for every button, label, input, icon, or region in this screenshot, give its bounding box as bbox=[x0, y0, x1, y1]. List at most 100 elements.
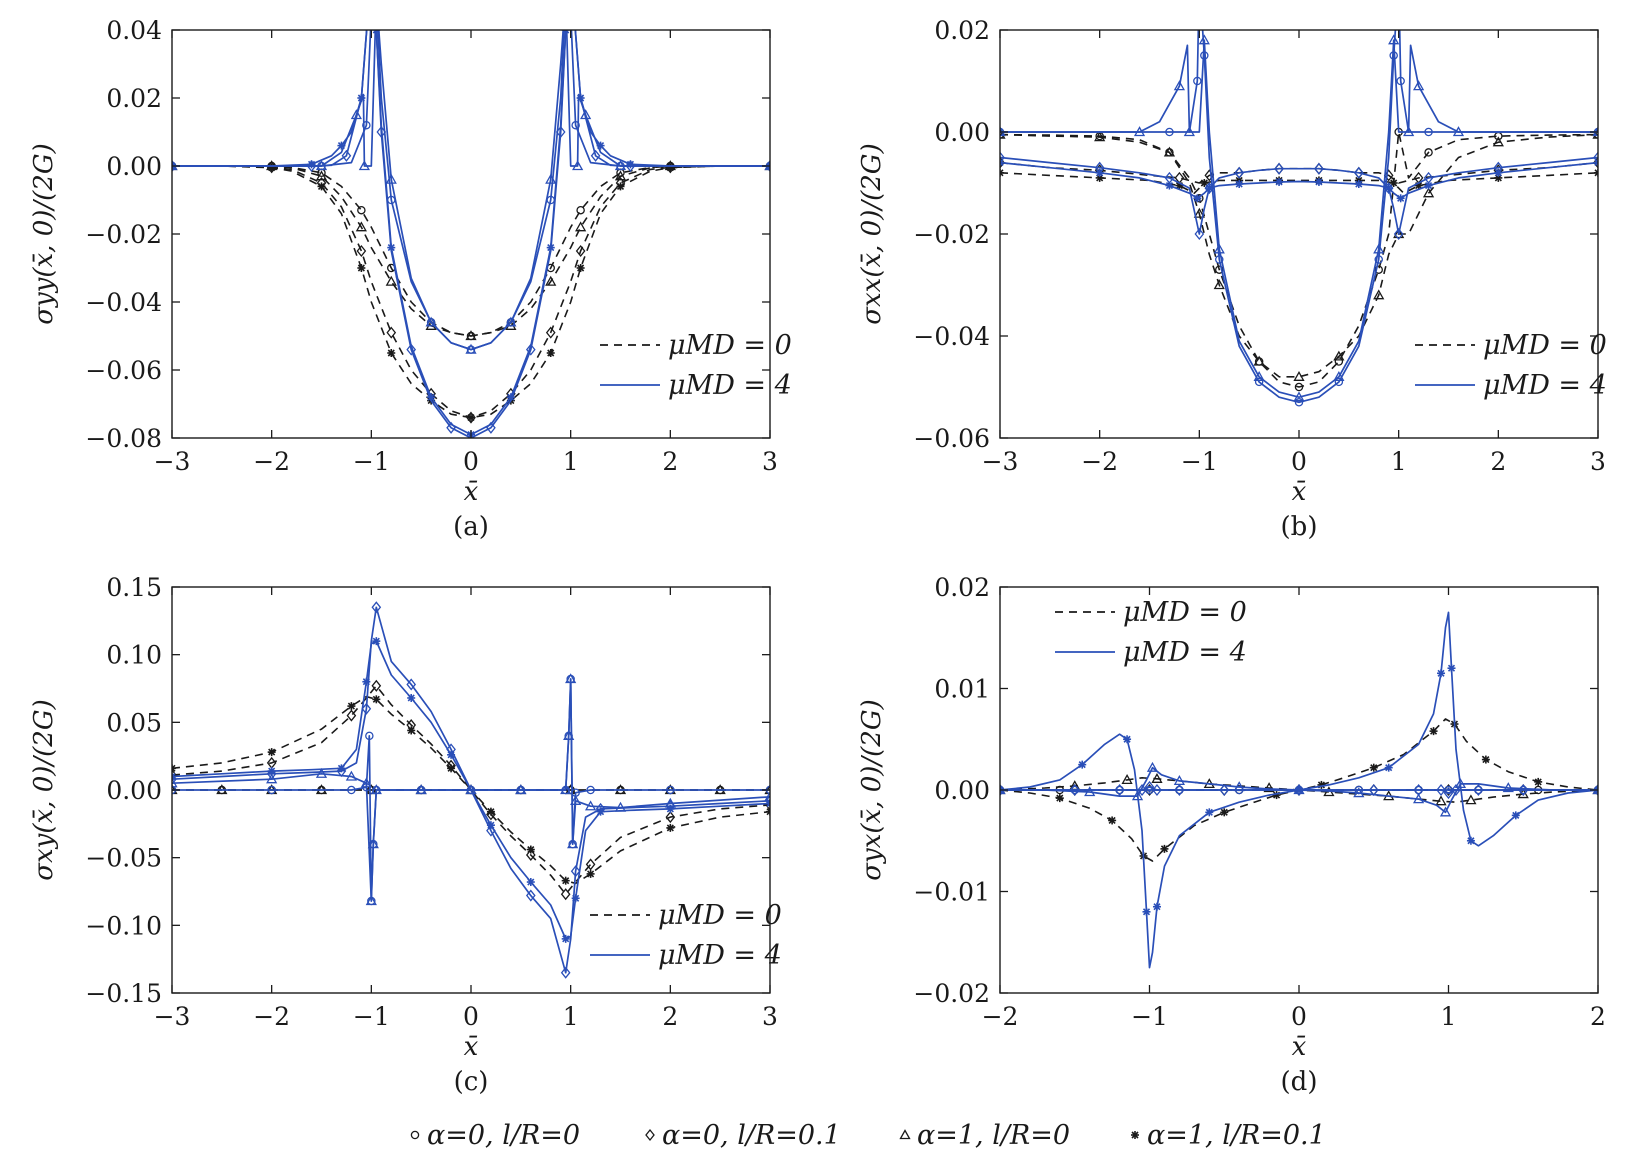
data-point-mu0-diamond bbox=[585, 858, 596, 871]
y-tick-label: 0.00 bbox=[934, 776, 990, 805]
data-point-mu0-diamond bbox=[1383, 169, 1394, 182]
data-point-mu4-star bbox=[387, 243, 396, 252]
data-point-mu0-triangle bbox=[355, 221, 367, 232]
data-point-mu4-diamond bbox=[765, 794, 770, 807]
data-point-mu4-star bbox=[596, 807, 605, 816]
data-point-mu0-triangle bbox=[1151, 773, 1163, 783]
data-point-mu4-star bbox=[1437, 669, 1446, 678]
y-tick-label: −0.15 bbox=[85, 979, 162, 1008]
data-point-mu0-star bbox=[1594, 168, 1598, 177]
data-point-mu4-star bbox=[172, 772, 176, 781]
data-point-mu4-diamond bbox=[371, 601, 382, 614]
data-point-mu4-triangle bbox=[1403, 126, 1415, 137]
y-tick-label: 0.00 bbox=[934, 118, 990, 147]
y-tick-label: 0.01 bbox=[934, 675, 990, 704]
data-point-mu0-diamond bbox=[560, 888, 571, 901]
data-point-mu4-triangle bbox=[563, 730, 575, 741]
y-tick-label: −0.01 bbox=[913, 878, 990, 907]
x-tick-label: 2 bbox=[662, 1002, 678, 1031]
series-line-mu0-diamond bbox=[172, 684, 770, 896]
bottom-legend-label: α=1, l/R=0.1 bbox=[1147, 1120, 1326, 1151]
data-point-mu0-star bbox=[1389, 179, 1398, 187]
data-point-mu4-circle bbox=[666, 785, 675, 795]
data-point-mu0-triangle bbox=[315, 170, 328, 181]
legend: μMD = 0 μMD = 4 bbox=[1055, 597, 1247, 668]
data-point-mu4-diamond bbox=[365, 0, 373, 1]
data-point-mu4-star bbox=[1205, 808, 1214, 817]
series-line-mu4-star bbox=[1000, 161, 1598, 200]
bottom-legend-marker-star bbox=[1131, 1131, 1139, 1139]
data-point-mu4-circle bbox=[571, 120, 580, 130]
data-point-mu4-diamond bbox=[1451, 783, 1461, 797]
data-point-mu4-triangle bbox=[565, 673, 577, 684]
data-point-mu0-star bbox=[267, 163, 276, 172]
data-point-mu4-star bbox=[1447, 664, 1456, 673]
plot-area bbox=[1000, 30, 1598, 407]
data-point-mu4-star bbox=[546, 243, 555, 252]
data-point-mu4-diamond bbox=[1413, 783, 1424, 797]
data-point-mu0-triangle bbox=[1373, 289, 1385, 300]
bottom-legend-marker-triangle bbox=[899, 1129, 911, 1140]
data-point-mu4-triangle bbox=[1253, 370, 1265, 381]
data-point-mu0-triangle bbox=[1592, 128, 1598, 139]
data-point-mu0-triangle bbox=[1333, 350, 1345, 361]
legend: μMD = 0 μMD = 4 bbox=[600, 330, 792, 401]
data-point-mu4-diamond bbox=[406, 343, 417, 356]
data-point-mu0-triangle bbox=[1121, 774, 1133, 784]
y-tick-label: 0.02 bbox=[106, 84, 162, 113]
data-point-mu4-triangle bbox=[370, 784, 382, 795]
data-point-mu4-star bbox=[307, 160, 316, 169]
data-point-mu4-star bbox=[447, 750, 456, 759]
data-point-mu0-triangle bbox=[1393, 228, 1405, 239]
data-point-mu0-triangle bbox=[545, 275, 557, 286]
panel-caption: (a) bbox=[453, 512, 489, 542]
x-tick-label: 2 bbox=[1590, 1002, 1606, 1031]
data-point-mu4-triangle bbox=[465, 343, 477, 354]
bottom-legend: α=0, l/R=0 α=0, l/R=0.1 α=1, l/R=0 α=1, l/R… bbox=[410, 1120, 1326, 1151]
data-point-mu0-diamond bbox=[545, 326, 556, 339]
data-point-mu4-triangle bbox=[1502, 782, 1514, 793]
y-tick-label: 0.10 bbox=[106, 641, 162, 670]
data-point-mu4-triangle bbox=[570, 795, 582, 805]
data-point-mu4-star bbox=[561, 30, 570, 34]
data-point-mu4-diamond bbox=[376, 125, 387, 139]
data-point-mu4-star bbox=[372, 30, 381, 34]
y-tick-label: −0.02 bbox=[85, 220, 162, 249]
data-point-mu0-star bbox=[1429, 727, 1438, 736]
data-point-mu4-star bbox=[1235, 180, 1244, 189]
y-tick-label: −0.04 bbox=[85, 288, 162, 317]
data-point-mu0-star bbox=[407, 726, 416, 735]
data-point-mu4-circle bbox=[1193, 76, 1202, 86]
data-point-mu4-diamond bbox=[361, 702, 372, 715]
x-tick-label: 1 bbox=[1391, 447, 1407, 476]
x-axis-label: x̄ bbox=[1292, 477, 1307, 507]
bottom-legend-label: α=0, l/R=0.1 bbox=[662, 1120, 841, 1151]
y-axis-label: σyy(x̄, 0)/(2G) bbox=[29, 143, 59, 325]
data-point-mu4-diamond bbox=[1443, 787, 1454, 800]
data-point-mu0-triangle bbox=[385, 275, 397, 286]
data-point-mu0-star bbox=[1481, 755, 1490, 764]
data-point-mu4-triangle bbox=[360, 777, 372, 788]
data-point-mu4-triangle bbox=[1084, 786, 1096, 797]
x-tick-label: 3 bbox=[762, 1002, 778, 1031]
data-point-mu4-triangle bbox=[465, 784, 477, 795]
data-point-mu4-diamond bbox=[1473, 783, 1484, 797]
x-tick-label: −3 bbox=[982, 447, 1019, 476]
data-point-mu4-diamond bbox=[570, 865, 581, 878]
data-point-mu0-triangle bbox=[1435, 795, 1447, 806]
data-point-mu4-triangle bbox=[560, 784, 572, 795]
data-point-mu0-star bbox=[486, 807, 495, 816]
plot-area bbox=[172, 601, 770, 979]
panel-caption: (b) bbox=[1281, 512, 1318, 542]
data-point-mu4-triangle bbox=[1333, 370, 1345, 381]
data-point-mu4-diamond bbox=[1069, 783, 1080, 797]
data-point-mu4-star bbox=[362, 677, 371, 686]
y-tick-label: −0.10 bbox=[85, 911, 162, 940]
data-point-mu0-triangle bbox=[1465, 794, 1477, 805]
data-point-mu4-diamond bbox=[1137, 783, 1147, 797]
series-line-mu0-circle bbox=[172, 165, 770, 337]
data-point-mu4-circle bbox=[1165, 127, 1174, 137]
legend-label: μMD = 0 bbox=[1123, 597, 1247, 628]
data-point-mu4-diamond bbox=[1593, 151, 1598, 164]
